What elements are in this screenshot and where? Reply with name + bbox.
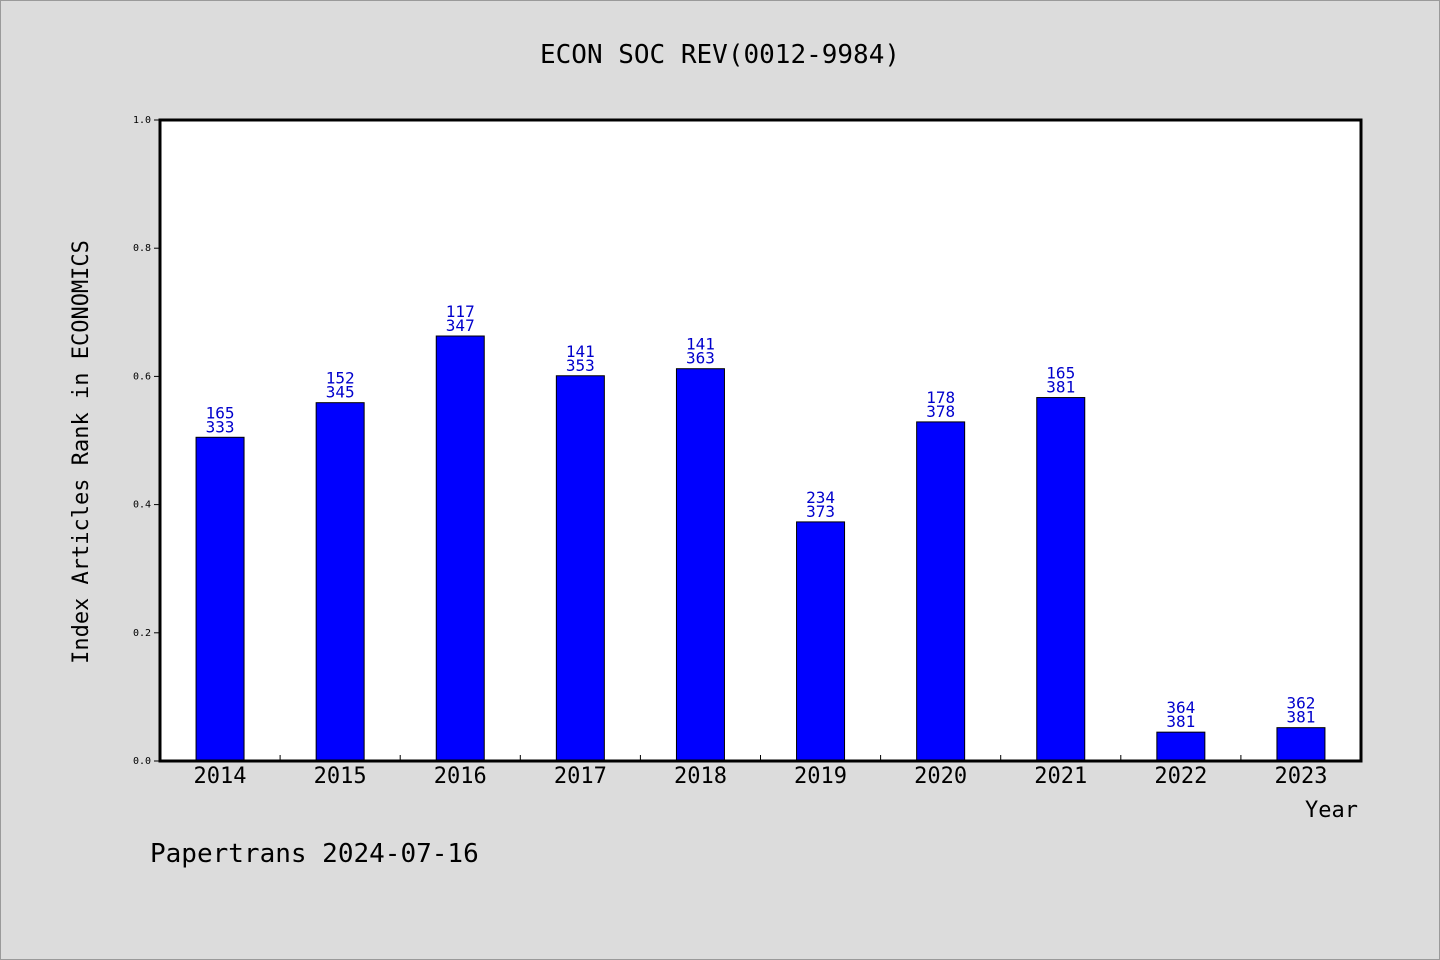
bar-2015	[315, 402, 365, 762]
y-tick-label: 0.2	[133, 628, 151, 639]
bar-rank-label-2019: 234	[806, 488, 835, 507]
plot-border	[158, 118, 1363, 763]
bar-2020	[916, 421, 966, 762]
bar-rank-label-2020: 178	[926, 388, 955, 407]
x-tick-label-2016: 2016	[434, 764, 487, 789]
bar-total-label-2018: 363	[686, 349, 715, 368]
bar-total-label-2022: 381	[1166, 712, 1195, 731]
bar-2016	[435, 335, 485, 762]
bar-total-label-2017: 353	[566, 356, 595, 375]
bar-2019	[796, 521, 846, 762]
ticks-layer: 2014 2015 2016 2017 2018 2019 2020 2021 2022 2023…	[133, 115, 1328, 789]
bar-2017	[555, 375, 605, 762]
x-tick-label-2022: 2022	[1154, 764, 1207, 789]
x-axis-label: Year	[1305, 798, 1358, 823]
bar-rank-label-2016: 117	[446, 302, 475, 321]
bar-total-label-2021: 381	[1046, 378, 1075, 397]
x-tick-label-2015: 2015	[314, 764, 367, 789]
x-tick-label-2019: 2019	[794, 764, 847, 789]
x-tick-label-2017: 2017	[554, 764, 607, 789]
y-tick-label: 0.8	[133, 243, 151, 254]
bar-2018	[675, 368, 725, 762]
bar-rank-label-2023: 362	[1286, 694, 1315, 713]
bar-total-label-2019: 373	[806, 502, 835, 521]
y-tick-label: 1.0	[133, 115, 151, 126]
bar-rank-label-2018: 141	[686, 335, 715, 354]
bar-rank-label-2015: 152	[326, 369, 355, 388]
bar-rank-label-2017: 141	[566, 342, 595, 361]
bar-2014	[195, 436, 245, 762]
bar-2023	[1276, 727, 1326, 762]
x-tick-label-2018: 2018	[674, 764, 727, 789]
bar-2022	[1156, 731, 1206, 762]
y-tick-label: 0.0	[133, 756, 151, 767]
bar-total-label-2016: 347	[446, 316, 475, 335]
bar-total-label-2015: 345	[326, 383, 355, 402]
y-tick-label: 0.6	[133, 371, 151, 382]
bar-total-label-2014: 333	[206, 417, 235, 436]
bar-rank-label-2014: 165	[206, 403, 235, 422]
bar-rank-label-2021: 165	[1046, 364, 1075, 383]
footer-text: Papertrans 2024-07-16	[150, 839, 479, 869]
bar-total-label-2020: 378	[926, 402, 955, 421]
bar-rank-label-2022: 364	[1166, 698, 1195, 717]
x-tick-label-2021: 2021	[1034, 764, 1087, 789]
bar-total-label-2023: 381	[1286, 708, 1315, 727]
chart-title: ECON SOC REV(0012-9984)	[540, 40, 900, 70]
x-tick-label-2020: 2020	[914, 764, 967, 789]
x-tick-label-2023: 2023	[1274, 764, 1327, 789]
bar-2021	[1036, 397, 1086, 762]
y-axis-label: Index Articles Rank in ECONOMICS	[69, 240, 94, 664]
x-tick-label-2014: 2014	[194, 764, 247, 789]
bars-layer: 1653331523451173471413531413632343731783…	[195, 302, 1326, 762]
y-tick-label: 0.4	[133, 500, 151, 511]
